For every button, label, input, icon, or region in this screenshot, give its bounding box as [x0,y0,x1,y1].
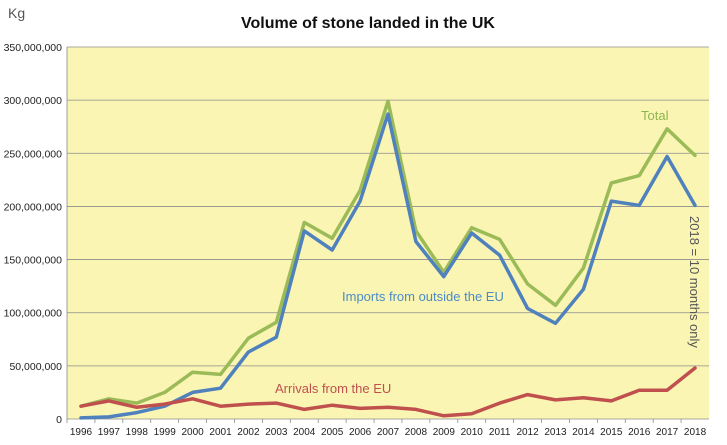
x-tick-label: 2014 [572,427,595,438]
label-total: Total [641,108,669,123]
x-tick-label: 2009 [433,427,456,438]
x-tick-label: 2018 [684,427,707,438]
series-eu-arrivals-line [79,366,697,418]
x-tick-label: 2002 [237,427,260,438]
x-tick-label: 2016 [628,427,651,438]
x-tick-label: 1997 [98,427,121,438]
x-tick-label: 1996 [70,427,93,438]
label-imports: Imports from outside the EU [342,289,504,304]
y-axis-unit: Kg [8,5,25,21]
x-tick-label: 2015 [600,427,623,438]
x-tick-label: 2011 [489,427,511,438]
x-tick-label: 2008 [405,427,428,438]
gridlines [66,46,709,420]
x-tick-label: 2007 [377,427,400,438]
x-tick-label: 2001 [209,427,232,438]
label-eu-arrivals: Arrivals from the EU [275,381,391,396]
y-tick-label: 250,000,000 [4,148,63,160]
x-tick-label: 2004 [293,427,316,438]
y-tick-label: 50,000,000 [9,361,62,373]
x-tick-label: 2005 [321,427,344,438]
y-tick-label: 0 [56,414,62,426]
y-tick-label: 300,000,000 [4,95,63,107]
x-tick-label: 2012 [516,427,539,438]
note-2018: 2018 = 10 months only [687,216,702,348]
y-tick-label: 200,000,000 [4,201,63,213]
y-tick-label: 150,000,000 [4,255,63,267]
series-total-line [79,99,697,408]
x-tick-label: 2010 [461,427,484,438]
series-imports-line [79,112,697,420]
y-tick-label: 350,000,000 [4,42,63,54]
x-tick-label: 2017 [656,427,679,438]
x-tick-label: 2013 [544,427,567,438]
y-tick-label: 100,000,000 [4,308,63,320]
chart-title: Volume of stone landed in the UK [241,15,495,32]
x-axis: 1996 1997 1998 1999 2000 2001 2002 2003 2004 2005… [66,419,707,438]
x-tick-label: 2000 [181,427,204,438]
x-tick-label: 2006 [349,427,372,438]
x-tick-label: 2003 [265,427,288,438]
series-lines [79,99,697,420]
x-tick-label: 1998 [126,427,149,438]
x-tick-label: 1999 [154,427,177,438]
y-axis: 0 50,000,000 100,000,000 150,000,000 200,000… [4,42,63,426]
